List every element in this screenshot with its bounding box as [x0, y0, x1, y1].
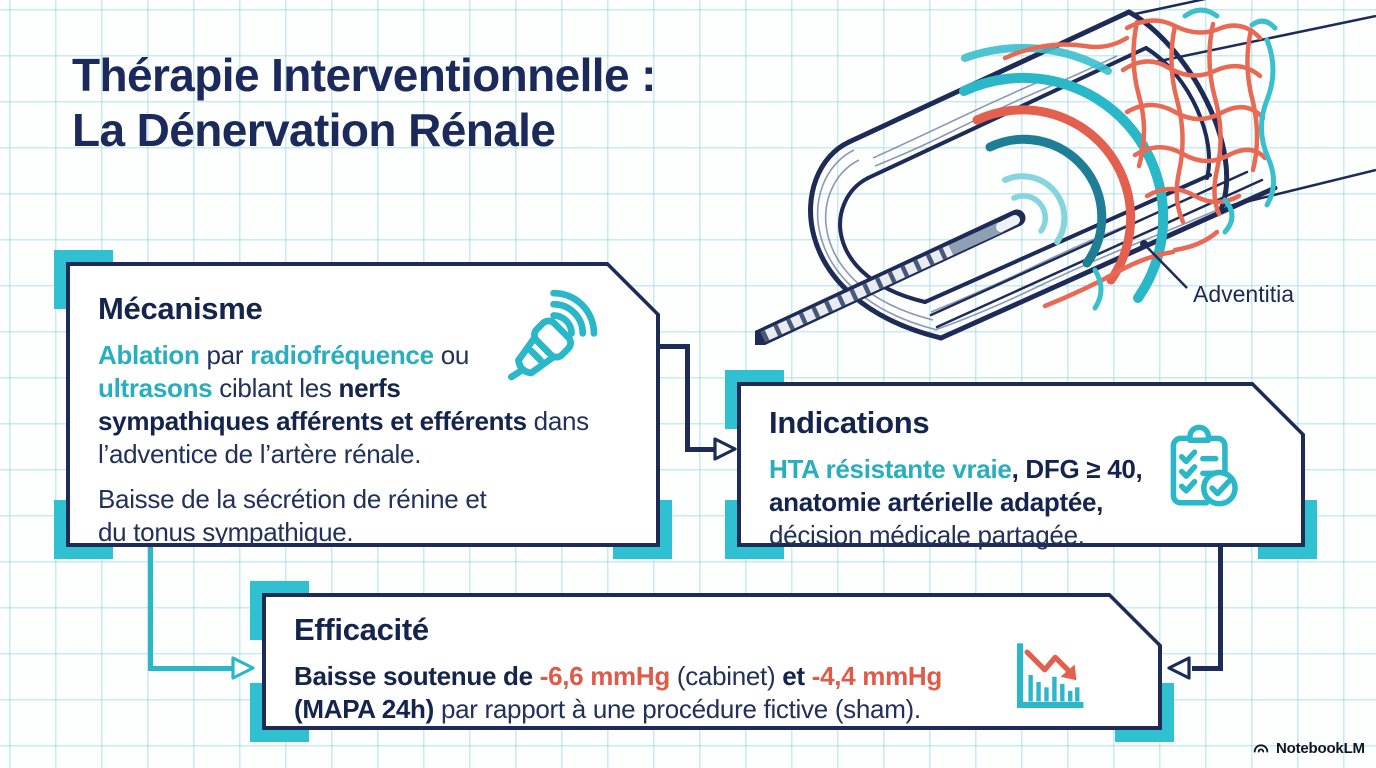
panel-frame	[262, 593, 1162, 730]
mecanisme-paragraph-2: Baisse de la sécrétion de rénine et du t…	[98, 484, 487, 547]
connector-mecanisme-indications	[685, 447, 715, 452]
connector-mecanisme-efficacite	[148, 547, 153, 671]
ultrasound-probe-icon	[507, 289, 598, 381]
arrow-right-icon	[713, 437, 737, 461]
connector-indications-efficacite	[1192, 666, 1223, 671]
corner-accent	[250, 581, 309, 640]
adventitia-label-group: Adventitia	[1140, 240, 1294, 307]
panel-mecanisme: Mécanisme Ablation par radiofréquence ou…	[54, 250, 672, 559]
page-title: Thérapie Interventionnelle : La Dénervat…	[72, 48, 832, 158]
panel-heading-indications: Indications	[769, 405, 930, 440]
indications-paragraph: HTA résistante vraie, DFG ≥ 40, anatomie…	[769, 454, 1143, 550]
notebooklm-logo-icon	[1253, 744, 1269, 753]
panel-frame	[737, 382, 1305, 547]
panel-frame	[66, 262, 660, 547]
connector-mecanisme-indications	[685, 344, 690, 452]
page-title-line1: Thérapie Interventionnelle :	[72, 49, 656, 101]
mecanisme-paragraph-1: Ablation par radiofréquence ou ultrasons…	[98, 340, 589, 469]
arrow-left-icon	[1167, 656, 1191, 680]
teal-nerve-accents	[1092, 7, 1278, 311]
energy-waves	[959, 44, 1169, 303]
notebooklm-brand-label: NotebookLM	[1276, 739, 1365, 757]
corner-accent	[250, 683, 309, 742]
connector-mecanisme-indications	[658, 344, 690, 349]
connector-mecanisme-efficacite	[148, 666, 232, 671]
adventitia-label: Adventitia	[1193, 281, 1294, 307]
declining-bar-chart-icon	[1017, 643, 1084, 708]
corner-accent	[613, 500, 672, 559]
corner-accent	[54, 250, 113, 309]
arrow-right-teal-icon	[231, 656, 255, 680]
corner-accent	[725, 500, 784, 559]
notebooklm-brand: NotebookLM	[1252, 739, 1365, 757]
connector-indications-efficacite	[1218, 547, 1223, 671]
corner-accent	[1115, 683, 1174, 742]
panel-indications: Indications HTA résistante vraie, DFG ≥ …	[725, 370, 1317, 559]
panel-heading-mecanisme: Mécanisme	[98, 291, 263, 326]
adventitia-pointer-line	[1143, 243, 1188, 289]
checklist-icon	[1170, 424, 1238, 507]
renal-artery-illustration: Adventitia	[755, 0, 1376, 345]
artery-wall-texture	[817, 55, 1232, 331]
ablation-catheter	[755, 209, 1026, 345]
efficacite-paragraph: Baisse soutenue de -6,6 mmHg (cabinet) e…	[294, 661, 942, 724]
nerve-mesh	[1002, 18, 1268, 309]
panel-heading-efficacite: Efficacité	[294, 612, 429, 647]
corner-accent	[725, 370, 784, 429]
corner-accent	[1258, 500, 1317, 559]
page-title-line2: La Dénervation Rénale	[72, 104, 556, 156]
panel-efficacite: Efficacité Baisse soutenue de -6,6 mmHg …	[250, 581, 1174, 742]
corner-accent	[54, 500, 113, 559]
